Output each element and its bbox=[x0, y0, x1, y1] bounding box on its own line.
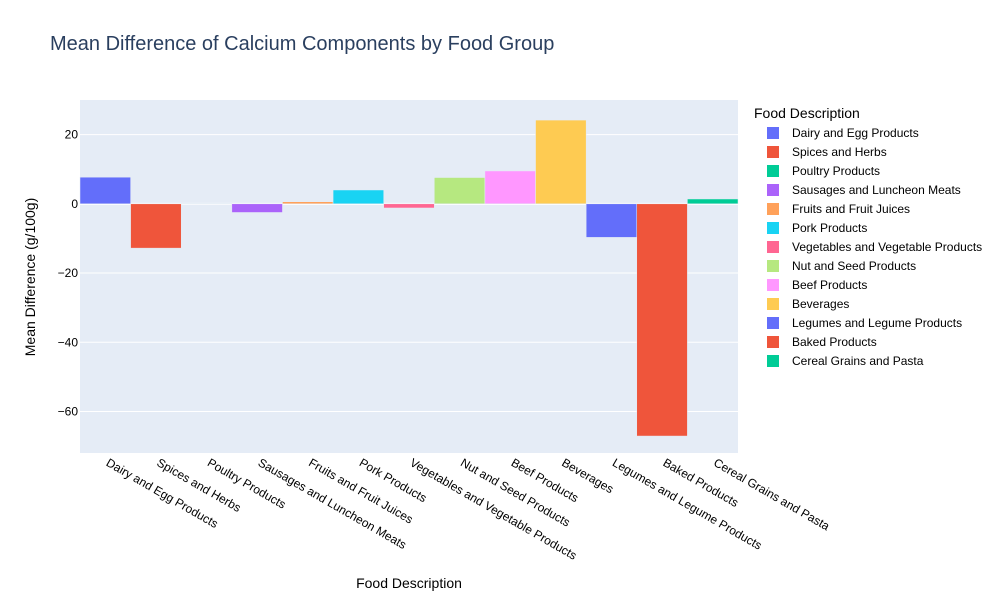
chart-title: Mean Difference of Calcium Components by… bbox=[50, 33, 554, 55]
legend-label: Spices and Herbs bbox=[792, 145, 887, 159]
bar[interactable] bbox=[687, 198, 739, 205]
legend-label: Dairy and Egg Products bbox=[792, 126, 919, 140]
legend-label: Sausages and Luncheon Meats bbox=[792, 183, 961, 197]
legend-swatch bbox=[767, 317, 779, 329]
bar[interactable] bbox=[484, 170, 536, 205]
legend-label: Beef Products bbox=[792, 278, 867, 292]
legend-item[interactable]: Vegetables and Vegetable Products bbox=[767, 240, 982, 254]
legend-swatch bbox=[767, 127, 779, 139]
bar[interactable] bbox=[180, 203, 233, 205]
legend-swatch bbox=[767, 260, 779, 272]
y-tick-label: −60 bbox=[58, 404, 79, 418]
legend-item[interactable]: Nut and Seed Products bbox=[767, 259, 916, 273]
legend-swatch bbox=[767, 279, 779, 291]
y-axis-ticks: 20 0 −20 −40 −60 bbox=[58, 128, 79, 419]
legend-item[interactable]: Poultry Products bbox=[767, 164, 880, 178]
legend-swatch bbox=[767, 355, 779, 367]
legend-swatch bbox=[767, 203, 779, 215]
y-tick-label: −20 bbox=[58, 266, 79, 280]
legend-label: Poultry Products bbox=[792, 164, 880, 178]
y-tick-label: −40 bbox=[58, 335, 79, 349]
bar[interactable] bbox=[434, 177, 486, 205]
legend-swatch bbox=[767, 336, 779, 348]
legend-title: Food Description bbox=[754, 105, 860, 121]
bar[interactable] bbox=[535, 119, 587, 205]
legend-item[interactable]: Spices and Herbs bbox=[767, 145, 887, 159]
legend-item[interactable]: Cereal Grains and Pasta bbox=[767, 354, 924, 368]
legend-label: Pork Products bbox=[792, 221, 867, 235]
legend-item[interactable]: Pork Products bbox=[767, 221, 867, 235]
bar[interactable] bbox=[282, 201, 334, 205]
legend[interactable]: Food Description Dairy and Egg Products S… bbox=[754, 105, 982, 368]
legend-item[interactable]: Beverages bbox=[767, 297, 849, 311]
bar[interactable] bbox=[383, 203, 435, 209]
bar[interactable] bbox=[130, 203, 182, 249]
bar[interactable] bbox=[636, 203, 688, 437]
bar[interactable] bbox=[231, 203, 283, 213]
legend-label: Fruits and Fruit Juices bbox=[792, 202, 910, 216]
legend-label: Legumes and Legume Products bbox=[792, 316, 962, 330]
bar[interactable] bbox=[79, 176, 131, 205]
legend-label: Baked Products bbox=[792, 335, 877, 349]
legend-item[interactable]: Dairy and Egg Products bbox=[767, 126, 919, 140]
legend-label: Cereal Grains and Pasta bbox=[792, 354, 924, 368]
legend-item[interactable]: Beef Products bbox=[767, 278, 867, 292]
y-tick-label: 0 bbox=[71, 197, 78, 211]
legend-swatch bbox=[767, 184, 779, 196]
y-tick-label: 20 bbox=[65, 128, 79, 142]
bar[interactable] bbox=[585, 203, 638, 238]
legend-swatch bbox=[767, 241, 779, 253]
y-axis-title: Mean Difference (g/100g) bbox=[22, 198, 38, 357]
legend-swatch bbox=[767, 146, 779, 158]
legend-label: Vegetables and Vegetable Products bbox=[792, 240, 982, 254]
legend-swatch bbox=[767, 222, 779, 234]
legend-item[interactable]: Fruits and Fruit Juices bbox=[767, 202, 910, 216]
bar[interactable] bbox=[332, 189, 384, 205]
plot-area bbox=[80, 100, 738, 453]
legend-swatch bbox=[767, 165, 779, 177]
legend-swatch bbox=[767, 298, 779, 310]
legend-item[interactable]: Baked Products bbox=[767, 335, 877, 349]
legend-item[interactable]: Sausages and Luncheon Meats bbox=[767, 183, 961, 197]
bars bbox=[79, 119, 739, 437]
x-axis-title: Food Description bbox=[356, 575, 462, 591]
legend-item[interactable]: Legumes and Legume Products bbox=[767, 316, 962, 330]
legend-label: Beverages bbox=[792, 297, 849, 311]
legend-label: Nut and Seed Products bbox=[792, 259, 916, 273]
